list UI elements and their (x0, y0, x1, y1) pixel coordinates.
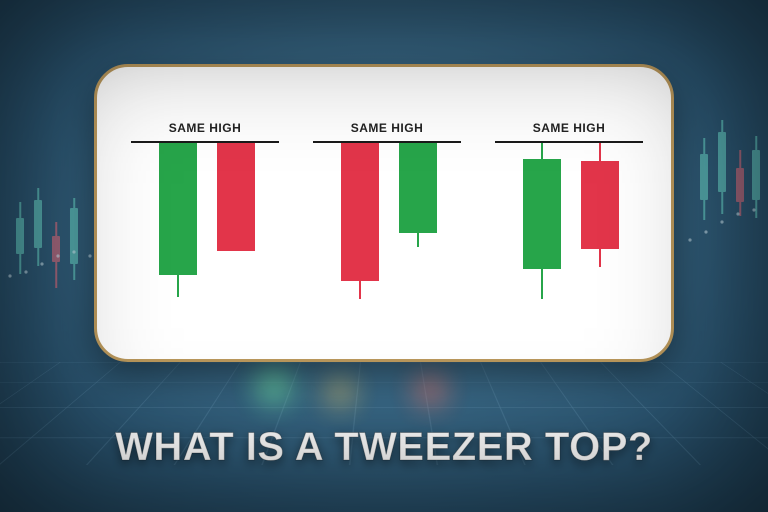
high-line (131, 141, 279, 143)
wick-top-icon (541, 143, 543, 159)
candle-body (399, 143, 437, 233)
wick-bottom-icon (541, 269, 543, 299)
glow-dot-icon (326, 378, 354, 406)
candle-body (341, 143, 379, 281)
wick-bottom-icon (417, 233, 419, 247)
wick-bottom-icon (599, 249, 601, 267)
high-line (495, 141, 643, 143)
candle-body (581, 161, 619, 249)
wick-bottom-icon (359, 281, 361, 299)
candle-body (159, 143, 197, 275)
high-line (313, 141, 461, 143)
same-high-label: SAME HIGH (307, 121, 467, 135)
wick-bottom-icon (177, 275, 179, 297)
same-high-label: SAME HIGH (125, 121, 285, 135)
glow-dot-icon (256, 368, 292, 404)
candle-body (217, 143, 255, 251)
main-panel: SAME HIGH SAME HIGH SAME HIGH (94, 64, 674, 362)
candle-body (523, 159, 561, 269)
page-title: WHAT IS A TWEEZER TOP? (0, 425, 768, 470)
wick-top-icon (599, 143, 601, 161)
same-high-label: SAME HIGH (489, 121, 649, 135)
glow-dot-icon (414, 374, 446, 406)
